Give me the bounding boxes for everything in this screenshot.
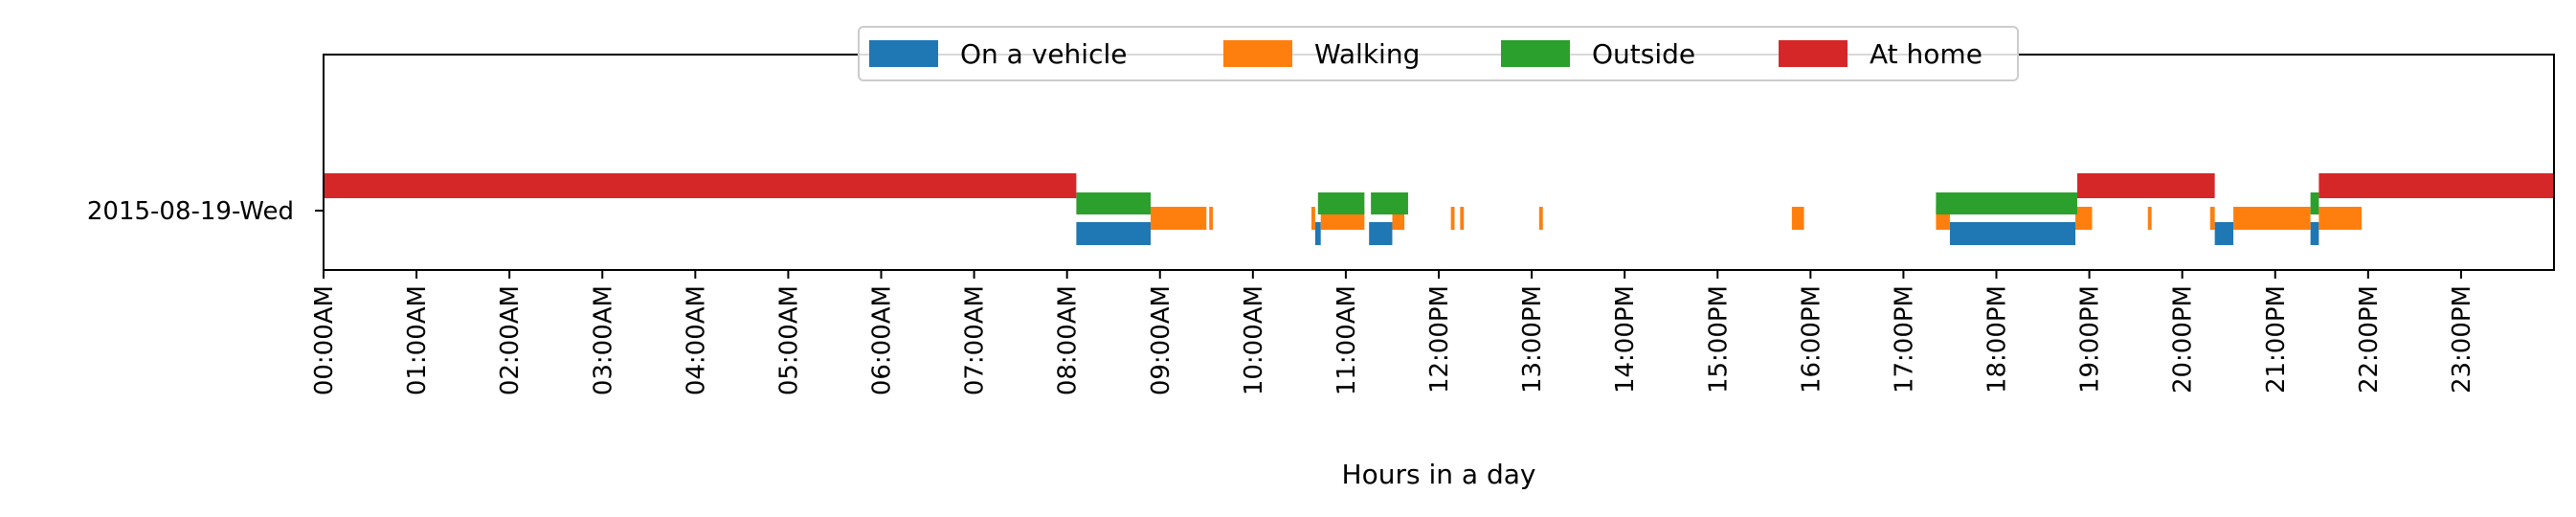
x-tick-label: 10:00AM [1240,285,1268,395]
bar-walking-13 [2233,207,2311,230]
bar-walking-14 [2318,207,2363,230]
legend-swatch-walking [1223,40,1292,67]
x-tick-label: 03:00AM [589,285,617,395]
legend: On a vehicle Walking Outside At home [858,26,2019,81]
bar-at-home-1 [2076,173,2215,198]
x-tick-label: 04:00AM [682,285,710,395]
x-tick-label: 01:00AM [403,285,432,395]
bar-walking-8 [1791,207,1804,230]
x-axis: 00:00AM 01:00AM 02:00AM 03:00AM 04:00AM 05:00… [310,270,2476,395]
x-tick-label: 13:00PM [1518,285,1547,393]
legend-box [858,26,2019,81]
x-axis-label: Hours in a day [1342,459,1536,490]
legend-label: Walking [1314,38,1420,70]
x-tick-label: 14:00PM [1611,285,1640,393]
legend-label: Outside [1592,38,1695,70]
legend-label: On a vehicle [960,38,1127,70]
bar-walking-10 [2075,207,2093,230]
legend-swatch-on-a-vehicle [869,40,938,67]
x-tick-label: 12:00PM [1425,285,1454,393]
x-tick-label: 06:00AM [868,285,897,395]
bar-at-home-2 [2318,173,2554,198]
bar-walking-5 [1450,207,1455,230]
bar-on-a-vehicle-3 [2214,222,2234,245]
x-tick-label: 20:00PM [2169,285,2198,393]
row-label: 2015-08-19-Wed [87,197,294,226]
activity-bars [324,173,2554,245]
bar-walking-1 [1209,207,1214,230]
x-tick-label: 09:00AM [1147,285,1176,395]
x-tick-label: 21:00PM [2262,285,2291,393]
bar-walking-12 [2209,207,2215,230]
x-tick-label: 02:00AM [496,285,525,395]
bar-outside-3 [1936,192,2077,214]
legend-swatch-at-home [1779,40,1848,67]
x-tick-label: 17:00PM [1890,285,1918,393]
x-tick-label: 19:00PM [2076,285,2105,393]
bar-on-a-vehicle-0 [1076,222,1152,245]
bar-walking-6 [1460,207,1465,230]
x-tick-label: 05:00AM [774,285,803,395]
x-tick-label: 18:00PM [1983,285,2012,393]
bar-on-a-vehicle-2 [1369,222,1393,245]
legend-label: At home [1870,38,1982,70]
x-tick-label: 15:00PM [1704,285,1733,393]
x-tick-label: 23:00PM [2448,285,2476,393]
x-tick-label: 16:00PM [1797,285,1826,393]
legend-swatch-outside [1501,40,1570,67]
y-axis: 2015-08-19-Wed [87,197,324,226]
bar-at-home-0 [324,173,1077,198]
bar-walking-0 [1151,207,1207,230]
bar-outside-2 [1371,192,1408,214]
bar-walking-7 [1538,207,1543,230]
x-tick-label: 22:00PM [2355,285,2384,393]
x-tick-label: 07:00AM [961,285,990,395]
bar-outside-4 [2310,192,2319,214]
bar-walking-11 [2147,207,2152,230]
x-tick-label: 11:00AM [1333,285,1361,395]
x-tick-label: 08:00AM [1054,285,1083,395]
bar-on-a-vehicle-4 [2310,222,2319,245]
bar-outside-0 [1076,192,1152,214]
x-tick-label: 00:00AM [310,285,339,395]
bar-on-a-vehicle-1 [1314,222,1321,245]
bar-outside-1 [1317,192,1365,214]
bar-walking-2 [1310,207,1315,230]
bar-on-a-vehicle-5 [1949,222,2076,245]
